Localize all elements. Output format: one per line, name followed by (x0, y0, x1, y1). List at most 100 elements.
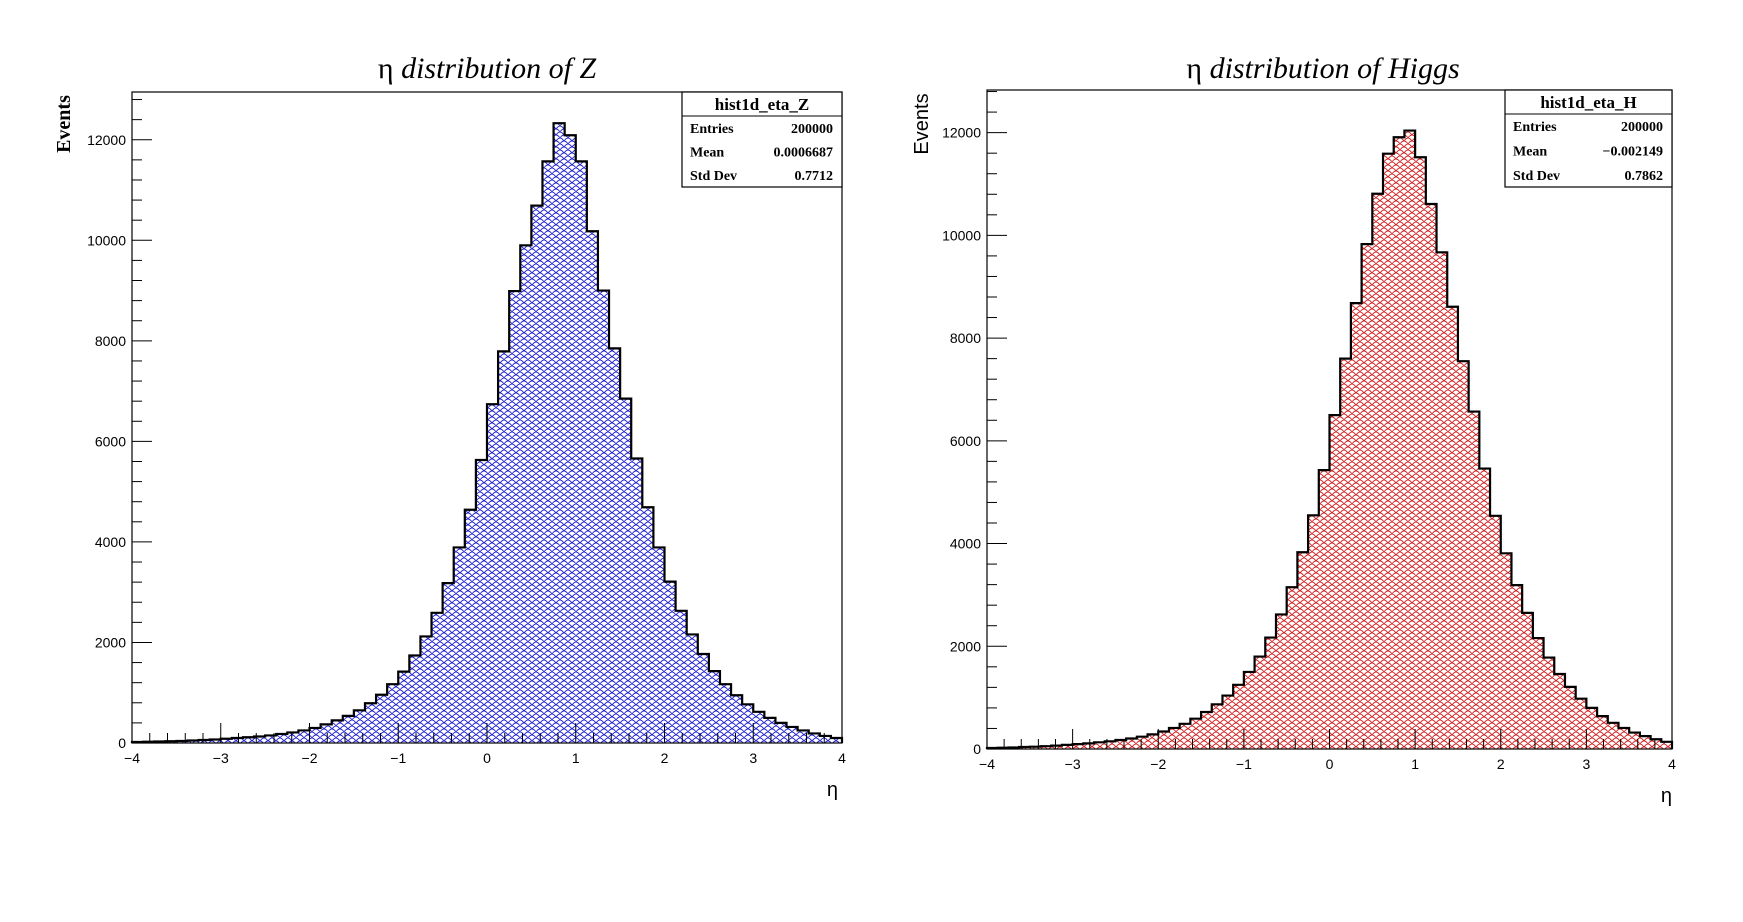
histogram-bars (985, 129, 1674, 750)
histogram-bin (265, 735, 277, 743)
histogram-bin (1661, 741, 1672, 749)
stats-row-value: 0.7712 (795, 169, 834, 184)
histogram-bin (719, 684, 732, 743)
histogram-bin (797, 730, 809, 743)
histogram-bin (1457, 361, 1469, 749)
histogram-bin (1436, 252, 1448, 749)
histogram-bin (1318, 470, 1330, 749)
stats-box-frame (681, 91, 843, 188)
stats-row-label: Mean (1513, 145, 1547, 160)
histogram-bin (1532, 638, 1544, 749)
histogram-bin (586, 231, 598, 743)
x-tick-label: 4 (1668, 756, 1676, 772)
histogram-bin (1190, 718, 1202, 749)
chart-title: η distribution of Z (378, 52, 597, 85)
histogram-bin (1308, 515, 1319, 749)
histogram-bin (1265, 637, 1276, 749)
axis-ticks: −4 −3 −2 −1 0 1 2 3 4 0 2000 4000 6000 8000 10000 12000 (87, 99, 846, 766)
histogram-bin (1383, 153, 1394, 749)
histogram-bin (1254, 656, 1266, 749)
histogram-bin (364, 703, 377, 743)
x-tick-label: −3 (213, 750, 229, 766)
histogram-bin (753, 711, 765, 743)
histogram-bin (675, 610, 687, 743)
histogram-bin (1158, 731, 1169, 749)
histogram-bin (1233, 684, 1244, 749)
y-tick-label: 2000 (950, 638, 981, 654)
y-axis-label: Events (911, 93, 933, 154)
histogram-bin (1564, 686, 1576, 749)
stats-histogram-name: hist1d_eta_Z (715, 95, 809, 114)
chart-title: η distribution of Higgs (1186, 52, 1459, 85)
stats-row-value: 200000 (791, 122, 833, 137)
stats-row-value: 0.7862 (1625, 169, 1664, 184)
x-tick-label: 3 (749, 750, 757, 766)
histogram-bin (1147, 734, 1159, 749)
histogram-bin (808, 733, 820, 743)
histogram-bin (697, 654, 709, 743)
x-tick-label: 1 (1411, 756, 1419, 772)
x-tick-label: 4 (838, 750, 846, 766)
y-tick-label: 10000 (942, 227, 981, 243)
histogram-bin (509, 291, 521, 743)
histogram-bin (187, 740, 199, 743)
histogram-bin (731, 695, 743, 743)
y-tick-label: 6000 (95, 433, 126, 449)
histogram-bin (786, 726, 798, 743)
histogram-bin (331, 720, 343, 743)
x-tick-label: −1 (1236, 756, 1252, 772)
histogram-bin (342, 715, 354, 743)
histogram-bin (475, 459, 487, 743)
histogram-bin (1575, 698, 1587, 749)
x-axis-label: η (1661, 785, 1672, 807)
histogram-bin (1329, 415, 1341, 749)
histogram-bin (276, 733, 288, 743)
histogram-bin (1372, 193, 1384, 750)
histogram-bin (1040, 746, 1052, 749)
stats-box: hist1d_eta_Z Entries 200000 Mean 0.0006687 St… (681, 91, 843, 188)
histogram-bin (254, 736, 266, 743)
histogram-bin (542, 161, 554, 743)
y-tick-label: 4000 (950, 536, 981, 552)
histogram-bin (464, 509, 476, 743)
histogram-bin (1201, 712, 1212, 749)
histogram-bin (1029, 746, 1041, 749)
histogram-bin (1094, 742, 1105, 749)
histogram-bin (609, 348, 621, 743)
histogram-bin (1243, 671, 1255, 749)
histogram-bin (198, 739, 210, 743)
histogram-bin (575, 161, 587, 743)
y-tick-label: 12000 (87, 132, 126, 148)
x-axis-label: η (827, 779, 838, 801)
histogram-bin (387, 684, 399, 743)
histogram-bin (453, 547, 465, 743)
histogram-bin (1425, 204, 1437, 749)
histogram-bin (1061, 744, 1073, 749)
histogram-bin (764, 717, 776, 743)
histogram-bin (742, 704, 754, 743)
histogram-bin (1586, 707, 1598, 749)
y-tick-label: 8000 (950, 330, 981, 346)
stats-row-label: Entries (1513, 120, 1557, 135)
histogram-bin (1179, 723, 1191, 749)
histogram-bin (1629, 732, 1640, 749)
histogram-bin (1286, 587, 1298, 749)
stats-row-label: Entries (690, 122, 734, 137)
stats-row-value: −0.002149 (1603, 145, 1663, 160)
y-tick-label: 10000 (87, 232, 126, 248)
x-tick-label: −4 (979, 756, 995, 772)
histogram-bin (664, 581, 676, 743)
eta-higgs-histogram-panel: η distribution of Higgs Events η −4 −3 −2−… (911, 52, 1676, 807)
histogram-bin (309, 727, 321, 743)
histogram-bin (1447, 306, 1458, 749)
y-tick-label: 8000 (95, 333, 126, 349)
plot-frame (131, 91, 843, 744)
histogram-bin (1554, 674, 1565, 749)
histogram-bin (498, 351, 510, 743)
y-tick-label: 12000 (942, 125, 981, 141)
histogram-bin (1490, 515, 1501, 749)
x-tick-label: −3 (1065, 756, 1081, 772)
histogram-bin (597, 290, 610, 743)
y-tick-label: 0 (118, 735, 126, 751)
